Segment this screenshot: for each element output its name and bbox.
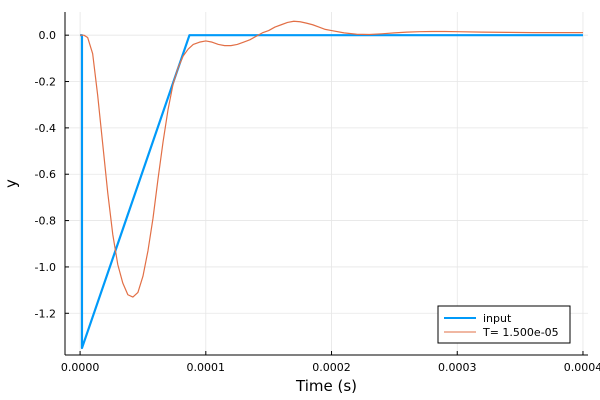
y-tick-label: -1.2	[35, 307, 56, 320]
y-tick-label: -1.0	[35, 261, 56, 274]
legend-label-input: input	[483, 312, 512, 325]
legend-label-response: T= 1.500e-05	[482, 326, 559, 339]
legend-box	[437, 305, 571, 344]
y-axis-label: y	[2, 179, 20, 188]
x-tick-label: 0.0004	[564, 361, 600, 374]
x-tick-label: 0.0003	[438, 361, 477, 374]
series-line-response	[80, 20, 583, 298]
y-tick-label: -0.6	[35, 168, 56, 181]
y-tick-label: -0.8	[35, 215, 56, 228]
x-tick-label: 0.0002	[312, 361, 351, 374]
series-layer	[80, 20, 583, 350]
axes-frame	[64, 12, 588, 356]
x-tick-labels: 0.0000 0.0001 0.0002 0.0003 0.0004	[61, 351, 600, 374]
x-axis-label: Time (s)	[295, 377, 357, 395]
y-tick-label: -0.4	[35, 122, 56, 135]
y-tick-labels: 0.0 -0.2 -0.4 -0.6 -0.8 -1.0 -1.2	[35, 29, 69, 320]
y-tick-label: -0.2	[35, 76, 56, 89]
x-tick-label: 0.0000	[61, 361, 100, 374]
grid	[65, 12, 588, 355]
legend: input T= 1.500e-05	[437, 305, 571, 344]
x-tick-label: 0.0001	[187, 361, 226, 374]
y-tick-label: 0.0	[39, 29, 57, 42]
